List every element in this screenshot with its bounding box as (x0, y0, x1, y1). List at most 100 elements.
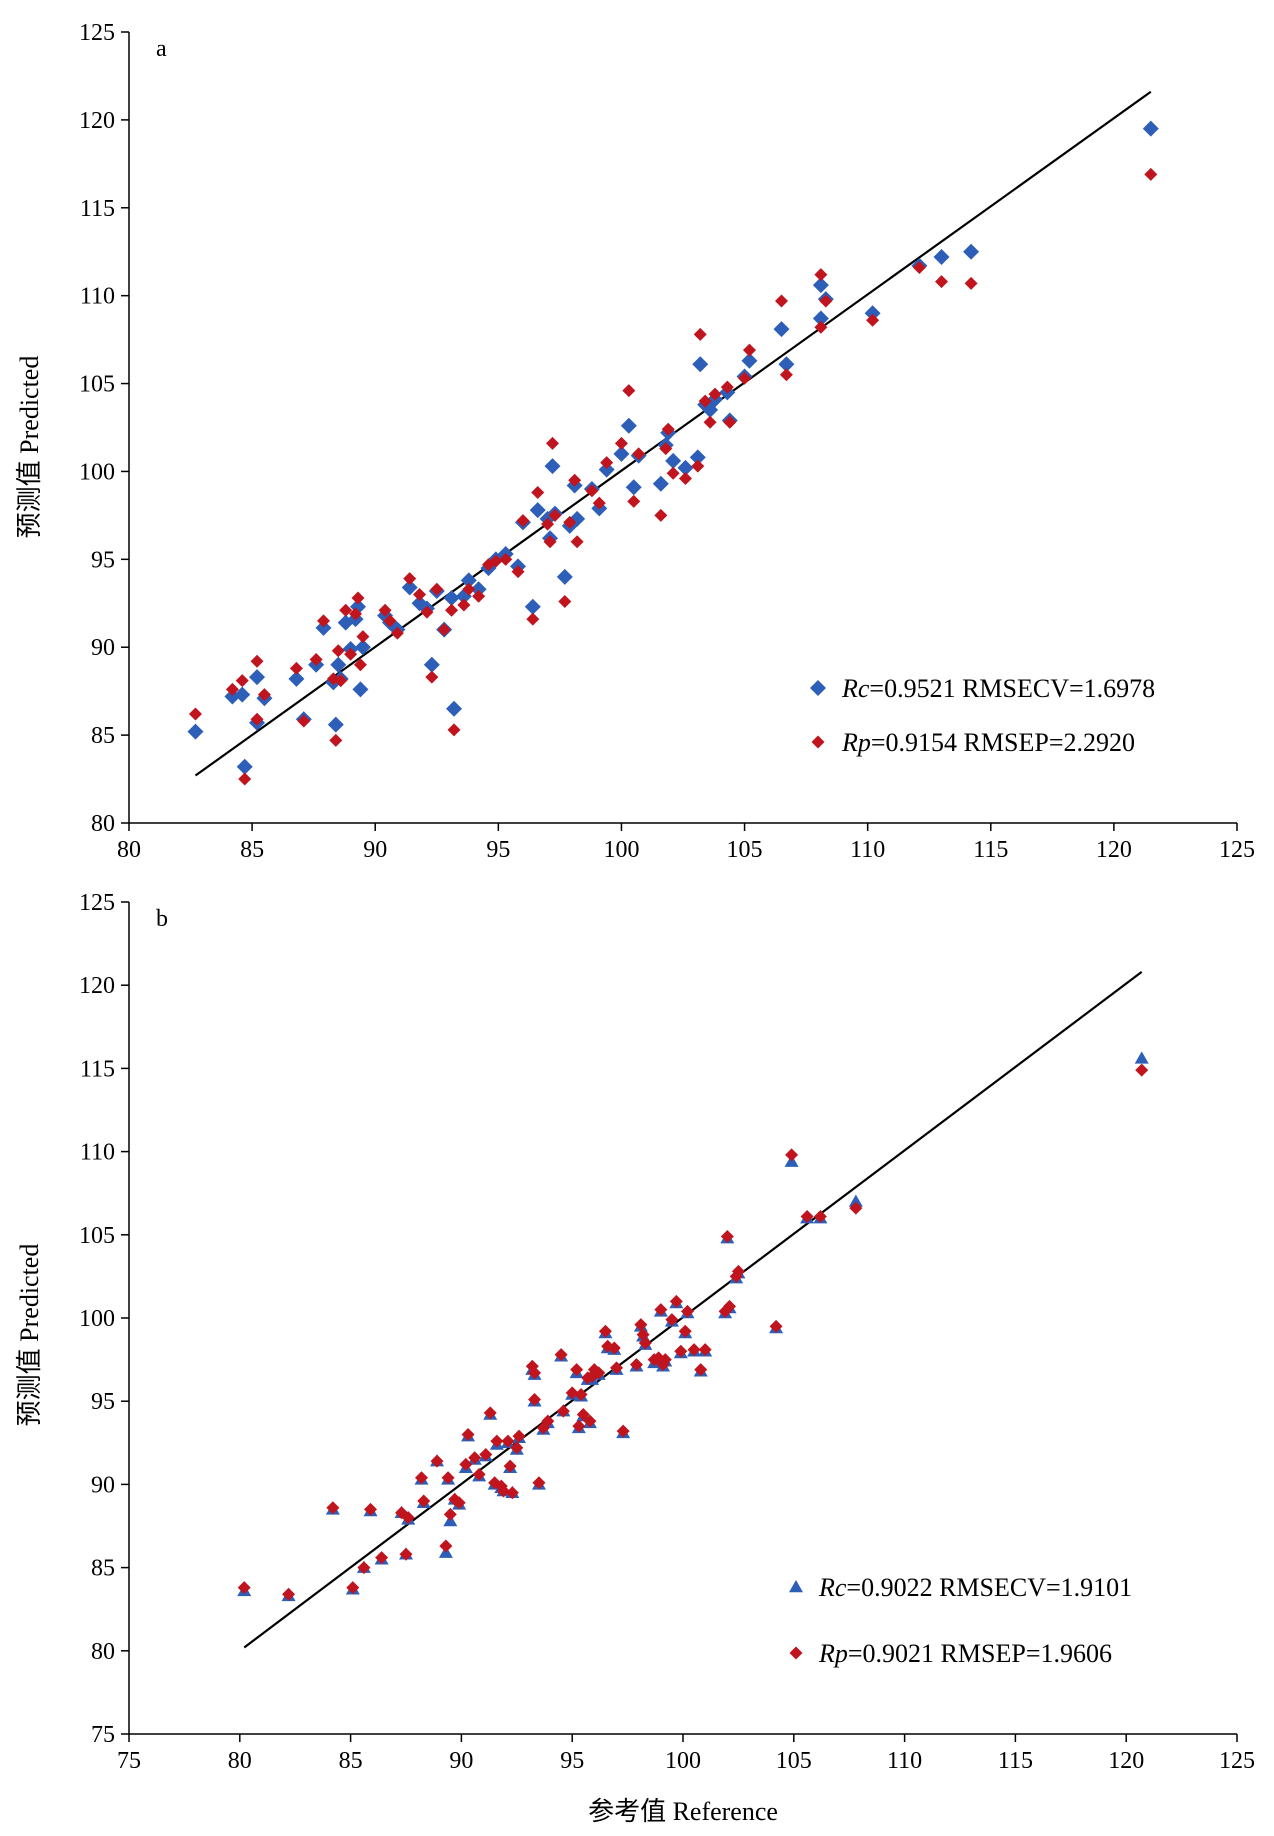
data-point-prediction (769, 1319, 783, 1333)
data-point-prediction (558, 595, 572, 609)
data-point-calibration (236, 758, 253, 775)
data-point-prediction (462, 582, 476, 596)
data-point-prediction (375, 1551, 389, 1565)
data-point-prediction (499, 552, 513, 566)
y-tick-label: 115 (80, 1056, 115, 1082)
legend-marker (810, 680, 826, 696)
data-point-calibration (812, 277, 829, 294)
data-point-prediction (720, 380, 734, 394)
data-point-prediction (912, 261, 926, 275)
data-point-prediction (616, 1424, 630, 1438)
data-point-prediction (351, 591, 365, 605)
data-point-prediction (629, 1358, 643, 1372)
legend-symbol: Rp (818, 1639, 848, 1668)
data-point-prediction (654, 508, 668, 522)
data-point-calibration (327, 716, 344, 733)
data-point-prediction (693, 327, 707, 341)
data-point-prediction (720, 1229, 734, 1243)
data-point-calibration (470, 581, 487, 598)
data-point-prediction (364, 1502, 378, 1516)
data-point-prediction (1144, 167, 1158, 181)
data-point-prediction (592, 496, 606, 510)
data-point-prediction (731, 1264, 745, 1278)
data-point-calibration (352, 681, 369, 698)
data-point-prediction (445, 603, 459, 617)
data-point-prediction (742, 343, 756, 357)
legend: Rc=0.9022 RMSECV=1.9101 Rp=0.9021 RMSEP=… (789, 1573, 1132, 1668)
y-tick-label: 110 (80, 1140, 115, 1166)
data-point-prediction (634, 1318, 648, 1332)
data-point-prediction (401, 1511, 415, 1525)
data-point-prediction (666, 466, 680, 480)
data-point-prediction (600, 456, 614, 470)
data-point-calibration (848, 1194, 863, 1207)
data-point-prediction (326, 1501, 340, 1515)
data-point-prediction (459, 1457, 473, 1471)
chart-panel-a: 80 85 90 95 100 105 110 115 120 125 80 85 90 95 100 105… (15, 20, 1255, 863)
data-point-prediction (541, 1414, 555, 1428)
y-tick-label: 110 (80, 284, 115, 310)
legend-item-calibration: Rc=0.9521 RMSECV=1.6978 (810, 674, 1155, 703)
data-point-calibration (773, 321, 790, 338)
data-point-calibration (598, 461, 615, 478)
data-point-prediction (439, 1539, 453, 1553)
data-point-prediction (661, 422, 675, 436)
data-point-prediction (516, 514, 530, 528)
data-point-prediction (425, 670, 439, 684)
data-point-prediction (346, 1581, 360, 1595)
data-point-prediction (415, 1471, 429, 1485)
data-point-prediction (510, 1441, 524, 1455)
x-tick-label: 100 (665, 1748, 701, 1774)
data-point-prediction (814, 268, 828, 282)
data-point-prediction (708, 387, 722, 401)
x-tick-label: 120 (1096, 837, 1132, 863)
data-point-calibration (864, 305, 881, 322)
x-tick-label: 110 (850, 837, 885, 863)
data-point-calibration (288, 670, 305, 687)
x-axis-title: 参考值 Reference (588, 1797, 778, 1826)
y-tick-label: 100 (79, 1306, 115, 1332)
data-point-prediction (317, 614, 331, 628)
legend-stats: =0.9154 RMSEP=2.2920 (871, 728, 1135, 757)
data-point-prediction (329, 733, 343, 747)
x-tick-label: 110 (887, 1748, 922, 1774)
data-point-prediction (814, 320, 828, 334)
data-point-prediction (698, 394, 712, 408)
data-point-prediction (383, 614, 397, 628)
data-point-prediction (563, 515, 577, 529)
data-point-prediction (417, 1494, 431, 1508)
x-tick-label: 85 (240, 837, 264, 863)
data-point-calibration (933, 248, 950, 265)
data-point-prediction (774, 294, 788, 308)
data-point-calibration (741, 352, 758, 369)
data-point-prediction (541, 517, 555, 531)
data-point-prediction (357, 1561, 371, 1575)
data-point-prediction (935, 275, 949, 289)
data-point-prediction (483, 1406, 497, 1420)
data-point-prediction (282, 1587, 296, 1601)
x-tick-label: 115 (998, 1748, 1033, 1774)
data-point-prediction (819, 294, 833, 308)
data-point-prediction (237, 1581, 251, 1595)
data-point-calibration (443, 590, 460, 607)
data-point-calibration (556, 568, 573, 585)
data-point-prediction (694, 1363, 708, 1377)
data-points (187, 120, 1159, 786)
data-point-prediction (356, 630, 370, 644)
fit-line (243, 971, 1143, 1649)
data-point-prediction (257, 688, 271, 702)
x-tick-label: 75 (117, 1748, 141, 1774)
data-point-prediction (785, 1148, 799, 1162)
data-point-prediction (654, 1303, 668, 1317)
data-point-prediction (866, 313, 880, 327)
legend-label: Rp=0.9154 RMSEP=2.2920 (841, 728, 1135, 757)
data-point-prediction (505, 1486, 519, 1500)
data-point-prediction (472, 589, 486, 603)
data-point-calibration (249, 669, 266, 686)
data-point-prediction (570, 535, 584, 549)
data-point-prediction (574, 1388, 588, 1402)
data-point-calibration (677, 459, 694, 476)
y-tick-label: 125 (79, 890, 115, 916)
data-points (237, 1051, 1149, 1602)
legend-symbol: Rp (841, 728, 871, 757)
